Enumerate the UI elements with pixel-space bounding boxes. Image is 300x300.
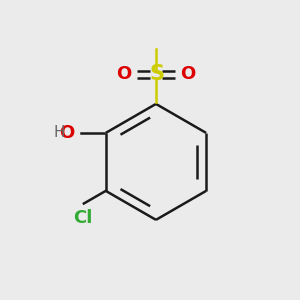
Text: O: O (59, 124, 74, 142)
Text: S: S (149, 64, 164, 84)
Text: H: H (53, 125, 65, 140)
Text: O: O (116, 65, 132, 83)
Text: O: O (180, 65, 195, 83)
Text: Cl: Cl (73, 209, 92, 227)
